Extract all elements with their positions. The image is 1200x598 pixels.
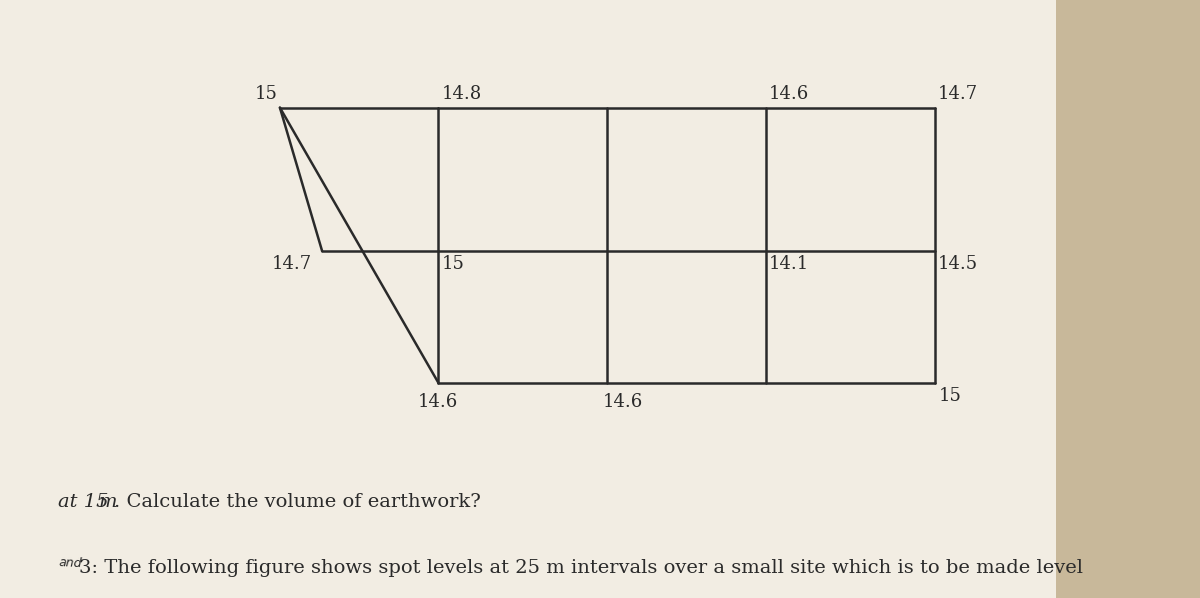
Text: 14.7: 14.7: [938, 85, 978, 103]
Text: 15: 15: [442, 255, 464, 273]
FancyBboxPatch shape: [0, 0, 1056, 598]
Text: 14.1: 14.1: [769, 255, 809, 273]
Text: m: m: [98, 493, 116, 511]
Text: 14.6: 14.6: [419, 393, 458, 411]
Text: at 15: at 15: [58, 493, 115, 511]
Text: 14.7: 14.7: [271, 255, 312, 273]
Text: 14.6: 14.6: [769, 85, 809, 103]
Text: 14.6: 14.6: [604, 393, 643, 411]
Text: 14.8: 14.8: [442, 85, 481, 103]
Text: 14.5: 14.5: [938, 255, 978, 273]
Text: and: and: [58, 556, 82, 570]
Text: 15: 15: [940, 387, 962, 405]
Text: 15: 15: [254, 85, 277, 103]
Text: . Calculate the volume of earthwork?: . Calculate the volume of earthwork?: [114, 493, 481, 511]
Text: 3: The following figure shows spot levels at 25 m intervals over a small site wh: 3: The following figure shows spot level…: [79, 559, 1084, 577]
